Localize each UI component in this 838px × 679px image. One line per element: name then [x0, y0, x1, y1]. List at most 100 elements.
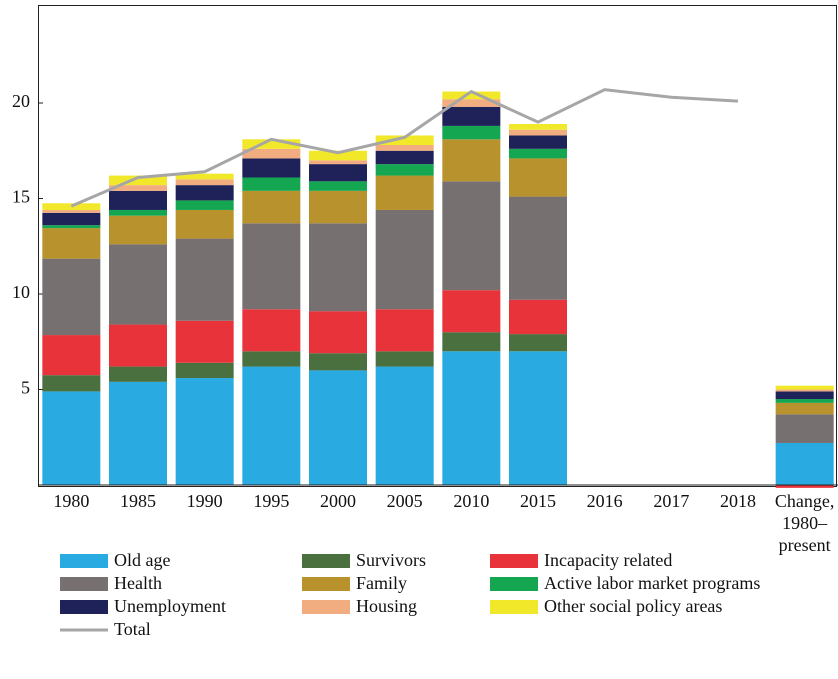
bar-segment: [375, 164, 434, 176]
bar-segment: [42, 212, 101, 226]
bar-segment: [442, 332, 501, 352]
bar-segment: [509, 196, 567, 300]
bar-segment: [242, 223, 301, 310]
bar-segment: [109, 215, 167, 245]
bar-segment: [109, 244, 167, 325]
bar-segment: [175, 362, 234, 379]
bar-segment: [509, 158, 567, 197]
bar-segment: [42, 209, 101, 213]
y-tick-label: 5: [21, 378, 30, 398]
legend-swatch: [302, 577, 350, 591]
y-tick-label: 15: [12, 187, 30, 207]
bar-segment: [42, 391, 101, 485]
legend-label: Other social policy areas: [544, 596, 722, 616]
bar-segment: [175, 185, 234, 201]
bar-segment: [109, 185, 167, 191]
x-tick-label: 2017: [653, 491, 690, 511]
bar-segment: [309, 311, 367, 354]
bar-segment: [509, 135, 567, 149]
bar-segment: [109, 381, 167, 485]
legend-label: Health: [114, 573, 162, 593]
bar-segment: [175, 320, 234, 363]
x-tick-label: 1980: [53, 491, 90, 511]
y-tick-label: 20: [12, 91, 30, 111]
bar-segment: [509, 148, 567, 159]
bar-segment: [775, 402, 834, 415]
bar-segment: [375, 150, 434, 165]
bar-segment: [42, 335, 101, 376]
bar-segment: [242, 148, 301, 159]
bar-segment: [42, 225, 101, 229]
legend-swatch: [60, 600, 108, 614]
x-tick-label: 1990: [186, 491, 223, 511]
bar-segment: [509, 299, 567, 335]
bar-segment: [375, 145, 434, 151]
legend-label: Family: [356, 573, 407, 593]
bar-segment: [242, 351, 301, 367]
bar-segment: [509, 351, 567, 485]
bar-segment: [442, 91, 501, 100]
bar-segment: [442, 290, 501, 333]
legend-label: Active labor market programs: [544, 573, 760, 593]
bar-segment: [42, 375, 101, 392]
bar-segment: [375, 135, 434, 146]
bar-segment: [775, 442, 834, 485]
bar-segment: [175, 209, 234, 239]
bar-segment: [775, 385, 834, 390]
bar-segment: [242, 177, 301, 191]
bar-segment: [509, 129, 567, 136]
bar-segment: [242, 366, 301, 485]
bar-segment: [309, 181, 367, 191]
x-tick-label: Change, 1980–present: [774, 491, 835, 555]
bar-segment: [442, 181, 501, 291]
bar-segment: [109, 175, 167, 186]
bar-segment: [442, 351, 501, 485]
bar-segment: [242, 158, 301, 178]
x-tick-label: 1985: [120, 491, 156, 511]
bar-segment: [309, 370, 367, 485]
bar-segment: [442, 125, 501, 140]
bar-segment: [375, 175, 434, 210]
total-line: [70, 88, 739, 208]
legend-swatch: [490, 554, 538, 568]
bar-segment: [42, 203, 101, 210]
bar-segment: [309, 190, 367, 224]
plot-frame: [38, 5, 837, 487]
legend-label: Total: [114, 619, 151, 639]
legend-swatch: [60, 577, 108, 591]
legend-swatch: [60, 554, 108, 568]
bar-segment: [375, 209, 434, 310]
bar-segment: [175, 378, 234, 485]
bar-segment: [775, 389, 834, 392]
bar-segment: [309, 223, 367, 312]
legend-label: Survivors: [356, 550, 426, 570]
bar-segment: [442, 99, 501, 107]
bar-segment: [309, 353, 367, 371]
legend-swatch: [490, 600, 538, 614]
x-tick-label: 2015: [520, 491, 556, 511]
bar-segment: [375, 309, 434, 352]
bar-segment: [175, 238, 234, 321]
y-tick-label: 10: [12, 282, 30, 302]
x-tick-label: 2000: [320, 491, 356, 511]
bar-segment: [242, 139, 301, 149]
bar-segment: [175, 173, 234, 180]
bar-segment: [242, 190, 301, 224]
bar-segment: [42, 228, 101, 259]
bar-segment: [442, 139, 501, 182]
bar-segment: [309, 150, 367, 161]
x-tick-label: 1995: [253, 491, 290, 511]
bar-segment: [442, 106, 501, 126]
bar-segment: [42, 258, 101, 336]
bar-segment: [775, 485, 834, 488]
bar-segment: [175, 179, 234, 186]
x-tick-label: 2005: [386, 491, 423, 511]
bar-segment: [775, 414, 834, 443]
legend-swatch: [490, 577, 538, 591]
x-tick-label: 2016: [586, 491, 623, 511]
legend-label: Unemployment: [114, 596, 226, 616]
bar-segment: [109, 209, 167, 216]
bar-segment: [775, 391, 834, 400]
bar-segment: [375, 351, 434, 367]
